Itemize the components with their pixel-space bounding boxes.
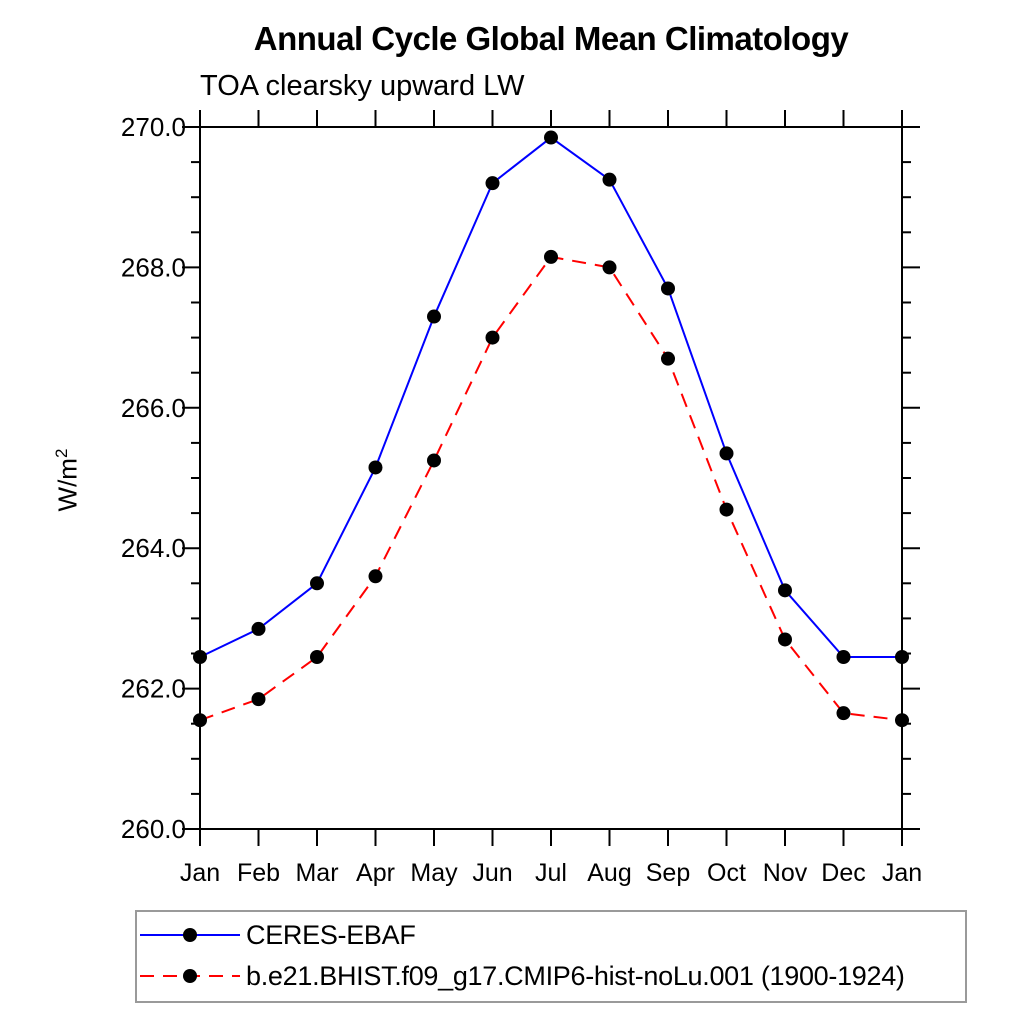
data-point-marker	[251, 692, 266, 707]
data-point-marker	[719, 446, 734, 461]
chart-title: Annual Cycle Global Mean Climatology	[253, 20, 849, 57]
data-point-marker	[368, 569, 383, 584]
data-point-marker	[719, 502, 734, 517]
data-point-marker	[836, 706, 851, 721]
data-point-marker	[602, 260, 617, 275]
data-point-marker	[544, 249, 558, 264]
legend-marker-dot	[183, 928, 197, 942]
x-tick-label: Apr	[356, 859, 395, 887]
data-point-marker	[661, 281, 675, 296]
plot-frame	[199, 126, 903, 830]
data-point-marker	[836, 650, 851, 665]
data-point-marker	[427, 453, 441, 468]
x-tick-label: Mar	[295, 859, 338, 887]
x-tick-label: Sep	[646, 859, 690, 887]
data-point-marker	[485, 176, 500, 191]
x-tick-label: May	[410, 859, 458, 887]
y-tick-label: 266.0	[121, 393, 186, 423]
data-point-marker	[602, 172, 617, 187]
legend-label-model: b.e21.BHIST.f09_g17.CMIP6-hist-noLu.001 …	[246, 960, 905, 991]
data-point-marker	[778, 632, 792, 647]
data-point-marker	[251, 621, 266, 636]
data-point-marker	[310, 576, 324, 591]
legend-marker-dot	[183, 969, 197, 983]
data-point-marker	[193, 713, 207, 728]
x-tick-label: Feb	[237, 859, 280, 887]
data-point-marker	[193, 650, 207, 665]
legend-box: CERES-EBAF b.e21.BHIST.f09_g17.CMIP6-his…	[135, 910, 967, 1003]
legend-line-sample-dashed	[140, 969, 240, 983]
chart-subtitle: TOA clearsky upward LW	[200, 70, 525, 102]
x-tick-label: Dec	[821, 859, 865, 887]
x-tick-label: Jun	[472, 859, 512, 887]
y-tick-label: 264.0	[121, 533, 186, 563]
data-point-marker	[368, 460, 383, 475]
data-point-marker	[427, 309, 441, 324]
y-tick-label: 260.0	[121, 814, 186, 844]
data-point-marker	[544, 130, 558, 145]
x-tick-label: Oct	[707, 859, 746, 887]
data-point-marker	[485, 330, 500, 345]
y-tick-label: 268.0	[121, 252, 186, 282]
legend-label-ceres-ebaf: CERES-EBAF	[246, 919, 416, 950]
data-point-marker	[778, 583, 792, 598]
legend-line-sample-solid	[140, 928, 240, 942]
y-tick-label: 270.0	[121, 112, 186, 142]
y-tick-label: 262.0	[121, 674, 186, 704]
data-point-marker	[661, 351, 675, 366]
x-tick-label: Nov	[763, 859, 808, 887]
legend-item-model: b.e21.BHIST.f09_g17.CMIP6-hist-noLu.001 …	[139, 959, 905, 993]
data-point-marker	[895, 650, 909, 665]
x-tick-label: Aug	[587, 859, 631, 887]
data-point-marker	[895, 713, 909, 728]
series-line-0	[199, 136, 902, 659]
series-line-1	[199, 255, 903, 722]
x-tick-label: Jul	[535, 859, 567, 887]
legend-item-ceres-ebaf: CERES-EBAF	[139, 918, 416, 952]
x-tick-label: Jan	[882, 859, 922, 887]
x-tick-label: Jan	[180, 859, 220, 887]
data-point-marker	[310, 650, 324, 665]
